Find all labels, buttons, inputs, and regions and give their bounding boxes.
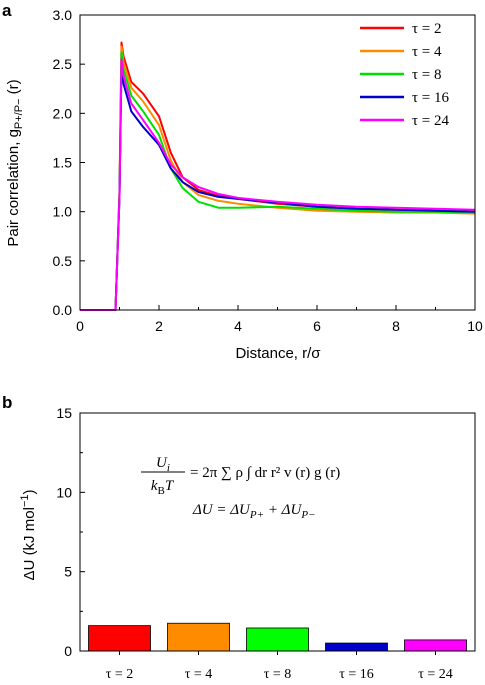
x-tick-label: 2 xyxy=(155,318,163,334)
legend-label: τ = 16 xyxy=(412,90,449,106)
bar-2 xyxy=(246,627,309,652)
y-axis-label: Pair correlation, gP+/P− (r) xyxy=(5,79,25,246)
legend: τ = 2 τ = 4 τ = 8 τ = 16 τ = 24 xyxy=(360,21,449,129)
legend-label: τ = 24 xyxy=(412,113,449,129)
bar-4 xyxy=(404,639,467,652)
x-axis-label: Distance, r/σ xyxy=(235,345,321,362)
eq-numerator: Ui xyxy=(156,455,170,474)
legend-label: τ = 8 xyxy=(412,67,442,83)
y-tick-label: 0.0 xyxy=(53,302,73,318)
y-tick-label: 2.5 xyxy=(53,56,73,72)
y-tick-label: 0 xyxy=(64,643,72,659)
y-tick-label: 2.0 xyxy=(53,105,73,121)
x-tick-label: 8 xyxy=(392,318,400,334)
y-tick-label: 15 xyxy=(56,405,72,421)
x-tick-label: 6 xyxy=(313,318,321,334)
legend-label: τ = 4 xyxy=(412,44,442,60)
bar-3 xyxy=(325,642,388,652)
series-line-1 xyxy=(80,45,476,311)
y-tick-label: 3.0 xyxy=(53,7,73,23)
y-tick-label: 1.0 xyxy=(53,204,73,220)
eq-denominator: kBT xyxy=(151,478,175,497)
series-line-2 xyxy=(80,51,476,311)
x-tick-label: 0 xyxy=(76,318,84,334)
bar-1 xyxy=(167,622,230,652)
series-line-4 xyxy=(80,58,476,311)
y-tick-label: 10 xyxy=(56,484,72,500)
eq-rhs: = 2π ∑ ρ ∫ dr r² v (r) g (r) xyxy=(190,465,340,481)
panel-b-label: b xyxy=(2,393,12,412)
x-tick-label: 4 xyxy=(234,318,242,334)
panel-a-label: a xyxy=(2,1,12,20)
plot-frame-b xyxy=(79,412,476,652)
y-tick-label: 1.5 xyxy=(53,155,73,171)
bar-0 xyxy=(88,625,151,652)
category-label: τ = 4 xyxy=(185,667,213,682)
category-label: τ = 16 xyxy=(339,667,374,682)
category-label: τ = 2 xyxy=(106,667,134,682)
line-chart: 0 2 4 6 8 100.00.51.01.52.02.53.0 τ = 2τ = 4τ… xyxy=(53,7,483,334)
category-label: τ = 24 xyxy=(418,667,453,682)
equation-annotation: Ui kBT = 2π ∑ ρ ∫ dr r² v (r) g (r) ΔU =… xyxy=(141,455,340,521)
y-tick-label: 5 xyxy=(64,564,72,580)
category-label: τ = 8 xyxy=(264,667,292,682)
bar-chart: 0 5 10 15 τ = 2 τ = 4 τ = 8 τ = 16 τ = 24 xyxy=(56,405,476,682)
x-tick-label: 10 xyxy=(467,318,483,334)
y-tick-label: 0.5 xyxy=(53,253,73,269)
y-axis-label-b: ΔU (kJ mol−1) xyxy=(19,490,38,581)
legend-label: τ = 2 xyxy=(412,21,442,37)
eq-delta-u: ΔU = ΔUP+ + ΔUP− xyxy=(192,502,315,521)
